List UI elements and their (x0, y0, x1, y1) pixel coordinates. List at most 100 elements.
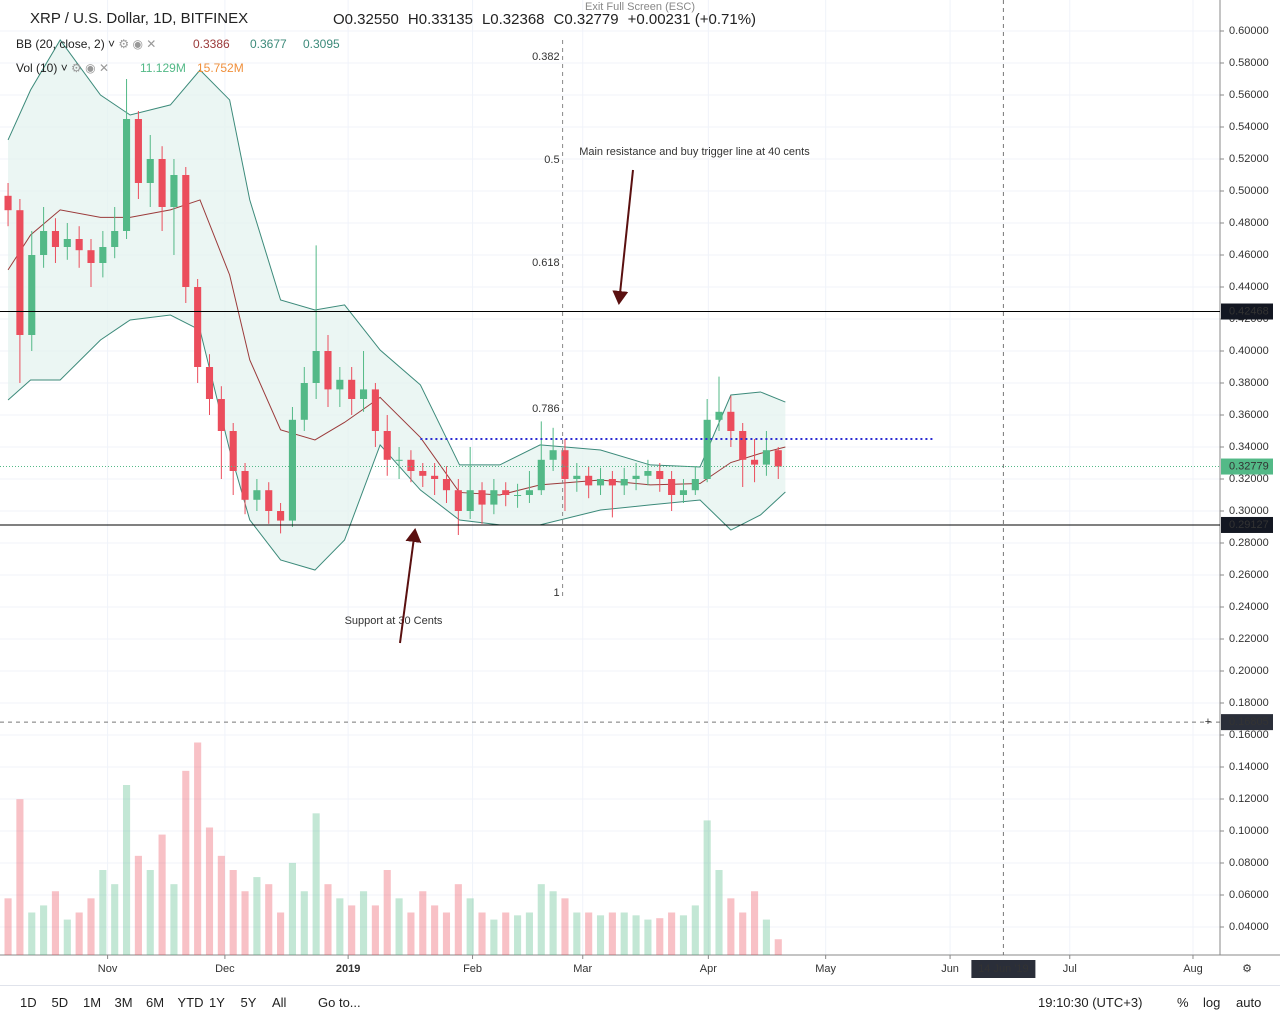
candle-body (715, 411, 723, 420)
settings-icon: ⚙ (1242, 963, 1252, 975)
volume-bar (668, 912, 676, 955)
y-tick-label: 0.16000 (1229, 729, 1269, 741)
candle-body (644, 471, 652, 476)
vol-label: Vol (10) ˅ ⚙ ◉ ✕ (16, 61, 109, 75)
volume-bar (134, 855, 142, 955)
candle-body (514, 495, 522, 496)
volume-bar (277, 912, 285, 955)
exit-fullscreen[interactable]: Exit Full Screen (ESC) (585, 1, 696, 13)
candle-body (703, 419, 711, 479)
candle-body (229, 431, 237, 471)
candle-body (28, 255, 36, 335)
range-button[interactable]: 5D (51, 995, 69, 1010)
crosshair-plus: + (1205, 716, 1211, 728)
range-button[interactable]: 1Y (209, 995, 225, 1010)
volume-bar (16, 799, 24, 955)
range-button[interactable]: YTD (177, 995, 204, 1010)
volume-bar (596, 915, 605, 955)
candle-body (111, 231, 119, 247)
volume-bar (585, 912, 593, 955)
bb-label: BB (20, close, 2) ˅ ⚙ ◉ ✕ (16, 37, 157, 51)
range-button[interactable]: 1M (83, 995, 102, 1010)
scale-option[interactable]: log (1203, 995, 1221, 1010)
candle-body (549, 450, 557, 460)
x-tick-label: Aug (1183, 963, 1203, 975)
candle-body (277, 511, 285, 521)
x-tick-label: May (815, 963, 836, 975)
y-tick-label: 0.18000 (1229, 697, 1269, 709)
range-button[interactable]: 5Y (240, 995, 257, 1010)
candle-body (632, 475, 640, 479)
candle-body (431, 475, 439, 479)
volume-bar (336, 898, 344, 955)
volume-bar (324, 884, 332, 955)
range-button[interactable]: 3M (114, 995, 133, 1010)
volume-bar (300, 891, 308, 955)
volume-bar (407, 912, 415, 955)
last-price-label: 0.32779 (1229, 460, 1269, 472)
y-tick-label: 0.48000 (1229, 217, 1269, 229)
range-button[interactable]: 6M (146, 995, 165, 1010)
volume-bar (608, 912, 616, 955)
range-button[interactable]: 1D (20, 995, 37, 1010)
y-tick-label: 0.04000 (1229, 921, 1269, 933)
x-tick-label: Jul (1063, 963, 1077, 975)
volume-bar (573, 912, 581, 955)
candle-body (371, 389, 379, 431)
candle-body (596, 479, 605, 486)
ohlc: O0.32550 H0.33135 L0.32368 C0.32779 +0.00231… (333, 11, 765, 28)
last-price-box (1221, 458, 1273, 475)
x-tick-label: Mar (573, 963, 592, 975)
candle-body (134, 119, 142, 183)
volume-bar (466, 898, 474, 955)
band-upper (7, 39, 786, 468)
ohlc-value: +0.00231 (+0.71%) (627, 11, 757, 28)
range-button[interactable]: All (272, 995, 287, 1010)
candle-body (762, 450, 770, 465)
volume-bar (490, 919, 498, 955)
volume-bar (348, 905, 356, 955)
candle-body (454, 490, 462, 511)
candle-body (99, 247, 107, 263)
candle-body (407, 459, 415, 471)
candle-body (502, 490, 510, 495)
y-tick-label: 0.58000 (1229, 57, 1269, 69)
candle-body (288, 419, 296, 521)
y-tick-label: 0.54000 (1229, 121, 1269, 133)
volume-bar (431, 905, 439, 955)
candle-body (739, 431, 747, 460)
volume-bar (194, 742, 202, 955)
volume-bar (774, 939, 782, 955)
candle-body (727, 411, 735, 431)
volume-bar (632, 915, 640, 955)
y-tick-label: 0.40000 (1229, 345, 1269, 357)
y-tick-label: 0.12000 (1229, 793, 1269, 805)
scale-option[interactable]: auto (1236, 995, 1262, 1010)
candle-body (383, 431, 391, 460)
volume-bar (170, 884, 178, 955)
scale-option[interactable]: % (1177, 995, 1189, 1010)
candle-body (51, 231, 60, 247)
y-tick-label: 0.32000 (1229, 473, 1269, 485)
annotation: Main resistance and buy trigger line at … (579, 146, 810, 158)
volume-bar (241, 891, 249, 955)
x-tick-label: Feb (463, 963, 482, 975)
candle-body (253, 490, 261, 500)
volume-bar (288, 862, 296, 955)
volume-bar (620, 912, 628, 955)
volume-bar (419, 891, 427, 955)
volume-bar (111, 884, 119, 955)
volume-bar (751, 891, 759, 955)
goto-button[interactable]: Go to... (318, 995, 361, 1010)
y-tick-label: 0.30000 (1229, 505, 1269, 517)
volume-bar (253, 877, 261, 955)
x-tick-label: Nov (98, 963, 118, 975)
volume-bar (395, 898, 403, 955)
volume-bar (4, 898, 12, 955)
y-tick-label: 0.06000 (1229, 889, 1269, 901)
hline-label: 0.42468 (1229, 305, 1269, 317)
y-tick-label: 0.60000 (1229, 25, 1269, 37)
y-tick-label: 0.36000 (1229, 409, 1269, 421)
volume-bar (537, 884, 545, 955)
clock: 19:10:30 (UTC+3) (1038, 995, 1143, 1010)
